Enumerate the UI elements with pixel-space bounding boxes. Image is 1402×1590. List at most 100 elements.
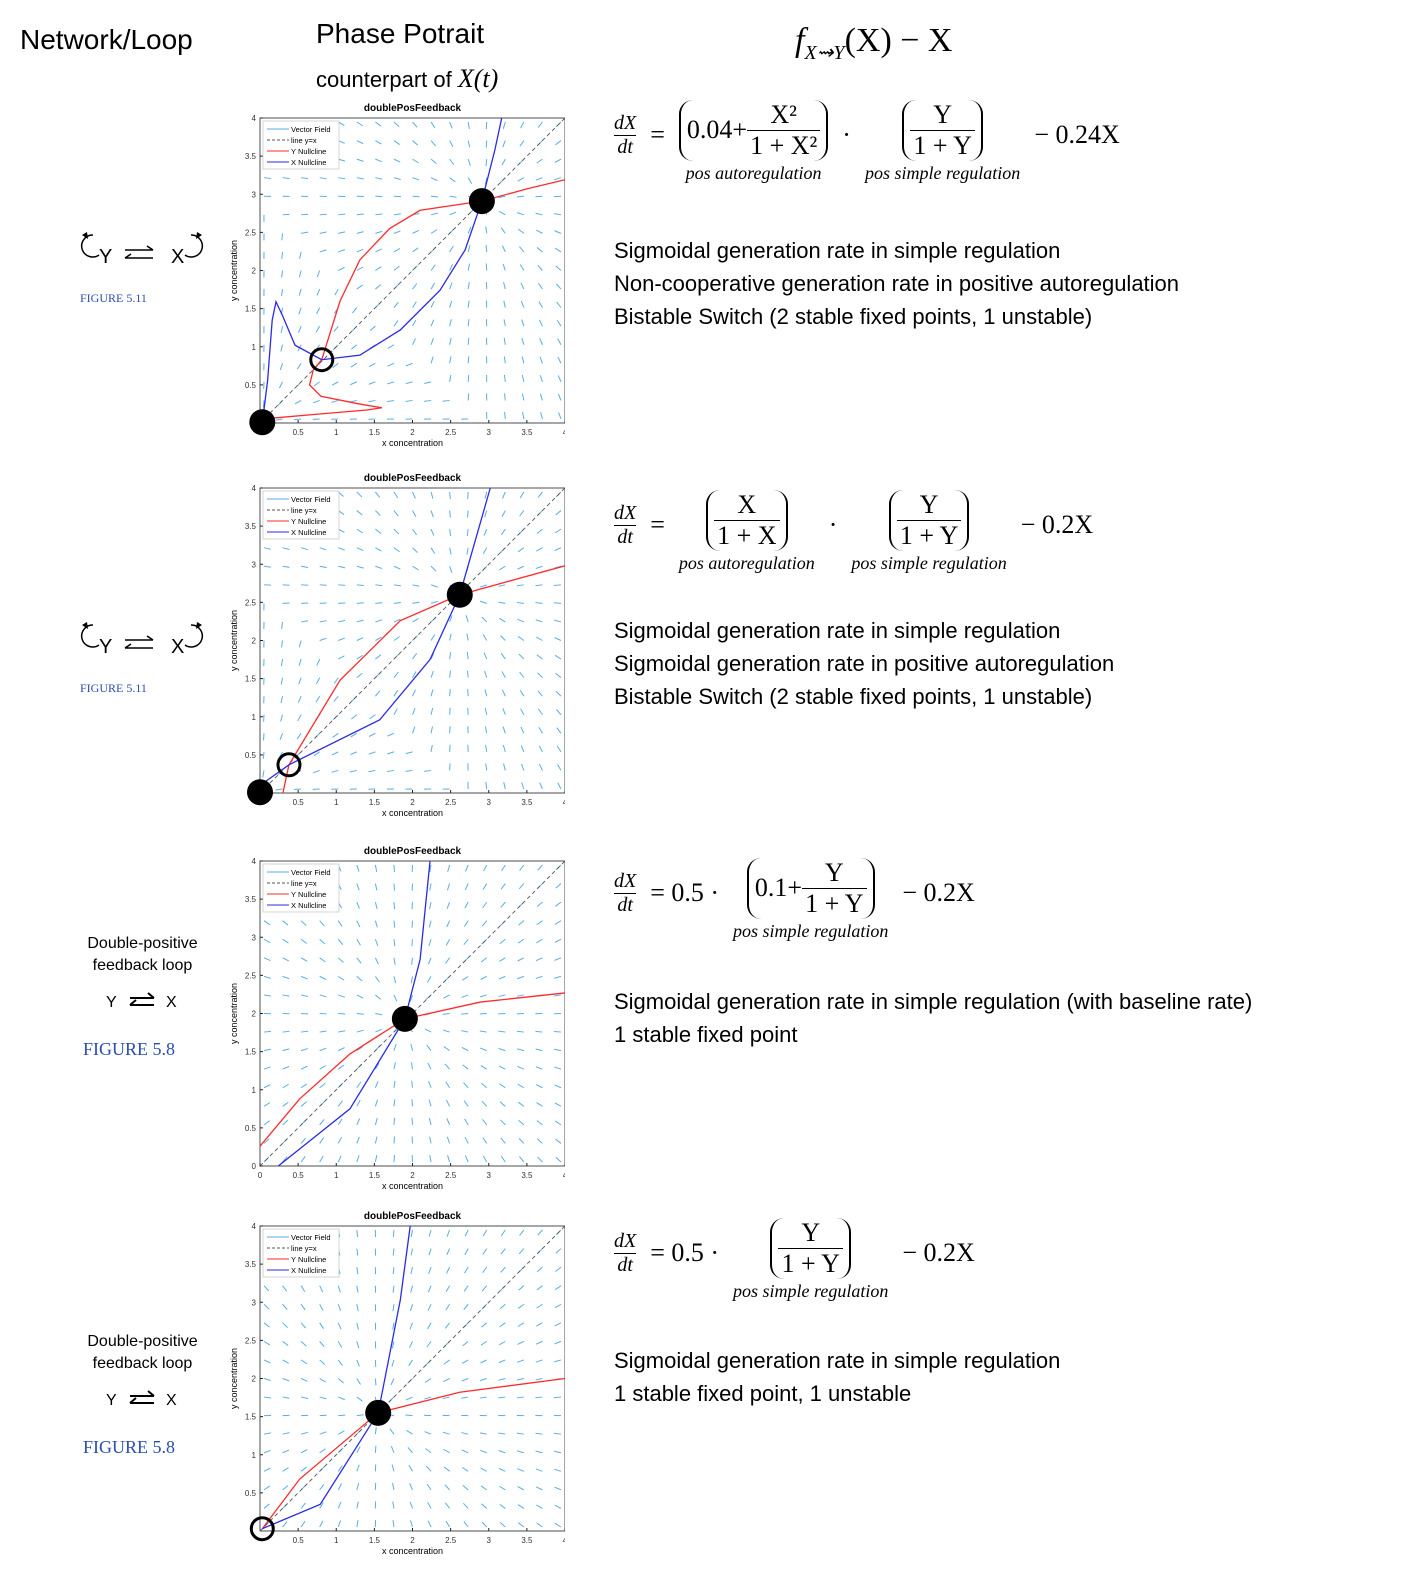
vector-arrow — [369, 325, 376, 332]
vector-arrow — [535, 975, 543, 979]
vector-arrow — [393, 547, 400, 553]
arrow — [129, 992, 155, 1006]
vector-arrow — [467, 491, 469, 500]
vector-arrow — [393, 976, 397, 984]
denominator: dt — [614, 135, 636, 159]
equation: dX dt = 0.04+ X² 1 + X² pos autoregulation · Y 1 … — [614, 100, 1120, 184]
vector-arrow — [351, 714, 358, 720]
y-tick-label: 3.5 — [245, 895, 257, 904]
vector-arrow — [300, 1431, 309, 1435]
vector-arrow — [557, 782, 562, 790]
vector-arrow — [517, 1340, 525, 1345]
vector-arrow — [280, 696, 284, 704]
vector-arrow — [282, 1303, 288, 1310]
vector-arrow — [480, 957, 488, 963]
vector-arrow — [375, 248, 382, 253]
vector-arrow — [449, 195, 457, 198]
vector-arrow — [482, 1248, 488, 1255]
vector-arrow — [356, 1029, 364, 1033]
vector-arrow — [521, 356, 525, 364]
vector-arrow — [356, 1248, 359, 1256]
numerator: dX — [614, 870, 637, 892]
vector-arrow — [467, 282, 470, 290]
vector-arrow — [337, 1100, 343, 1107]
y-tick-label: 2 — [252, 1010, 257, 1019]
vector-arrow — [556, 301, 562, 308]
vector-arrow — [482, 1229, 488, 1237]
vector-arrow — [337, 1285, 341, 1293]
vector-arrow — [430, 337, 434, 345]
vector-arrow — [449, 547, 452, 555]
vector-arrow — [368, 399, 376, 403]
vector-arrow — [537, 672, 543, 678]
vector-arrow — [501, 671, 506, 678]
vector-arrow — [501, 245, 506, 253]
node-label: Y — [106, 1392, 117, 1409]
vector-arrow — [427, 1062, 432, 1070]
vector-arrow — [298, 270, 302, 278]
vector-arrow — [300, 1065, 308, 1070]
plot-title: doublePosFeedback — [364, 1211, 462, 1222]
vector-arrow — [300, 1502, 306, 1509]
vector-arrow — [535, 195, 543, 198]
vector-arrow — [518, 653, 525, 660]
vector-arrow — [517, 957, 525, 962]
x-tick-label: 0.5 — [293, 1171, 305, 1180]
vector-arrow — [263, 1102, 271, 1107]
node-label: Y — [99, 246, 112, 268]
vector-arrow — [463, 1100, 469, 1107]
vector-arrow — [262, 751, 265, 759]
x-tick-label: 3 — [487, 1171, 492, 1180]
vector-arrow — [502, 745, 506, 753]
vector-arrow — [446, 920, 451, 928]
vector-arrow — [412, 565, 419, 571]
vector-arrow — [501, 158, 506, 166]
vector-arrow — [557, 356, 562, 364]
phase-portrait: doublePosFeedback 0.5 1 1.5 2 2.5 3 3.5 4 0.5 1 1.5… — [229, 103, 565, 448]
diagonal-line — [259, 487, 565, 794]
vector-arrow — [498, 1065, 506, 1070]
vector-arrow — [408, 1359, 413, 1367]
vector-arrow — [536, 654, 543, 660]
vector-arrow — [462, 1064, 469, 1070]
vector-arrow — [412, 338, 416, 345]
vector-arrow — [518, 1248, 525, 1255]
vector-arrow — [375, 284, 382, 290]
note-line: Sigmoidal generation rate in simple regu… — [614, 238, 1061, 263]
vector-arrow — [445, 957, 451, 964]
vector-arrow — [430, 121, 436, 129]
vector-arrow — [391, 1341, 395, 1349]
vector-arrow — [429, 883, 432, 891]
vector-arrow — [555, 1248, 562, 1254]
vector-arrow — [391, 1359, 395, 1367]
vector-arrow — [411, 1099, 413, 1107]
vector-arrow — [262, 770, 265, 778]
figure-label: FIGURE 5.11 — [80, 681, 147, 695]
vector-arrow — [263, 1503, 270, 1509]
vector-arrow — [282, 1378, 290, 1382]
arrow-head — [196, 622, 202, 629]
vector-arrow — [554, 1340, 562, 1345]
vector-arrow — [282, 1340, 289, 1346]
vector-arrow — [319, 975, 327, 980]
vector-arrow — [538, 283, 543, 290]
vector-arrow — [319, 1520, 324, 1528]
vector-arrow — [375, 1013, 383, 1016]
vector-arrow — [405, 1414, 413, 1417]
vector-arrow — [462, 1340, 469, 1347]
vector-arrow — [430, 282, 435, 290]
legend-label: line y=x — [291, 506, 317, 515]
vector-arrow — [503, 319, 506, 327]
vector-arrow — [481, 616, 488, 623]
vector-arrow — [282, 920, 289, 926]
vector-arrow — [319, 1341, 325, 1348]
vector-arrow — [430, 510, 434, 518]
vector-arrow — [263, 1485, 271, 1491]
vector-arrow — [539, 763, 543, 771]
vector-arrow — [263, 994, 271, 997]
vector-arrow — [463, 920, 469, 927]
vector-arrow — [539, 375, 543, 383]
vector-arrow — [282, 957, 290, 962]
vector-arrow — [282, 1449, 290, 1454]
vector-arrow — [430, 177, 438, 182]
